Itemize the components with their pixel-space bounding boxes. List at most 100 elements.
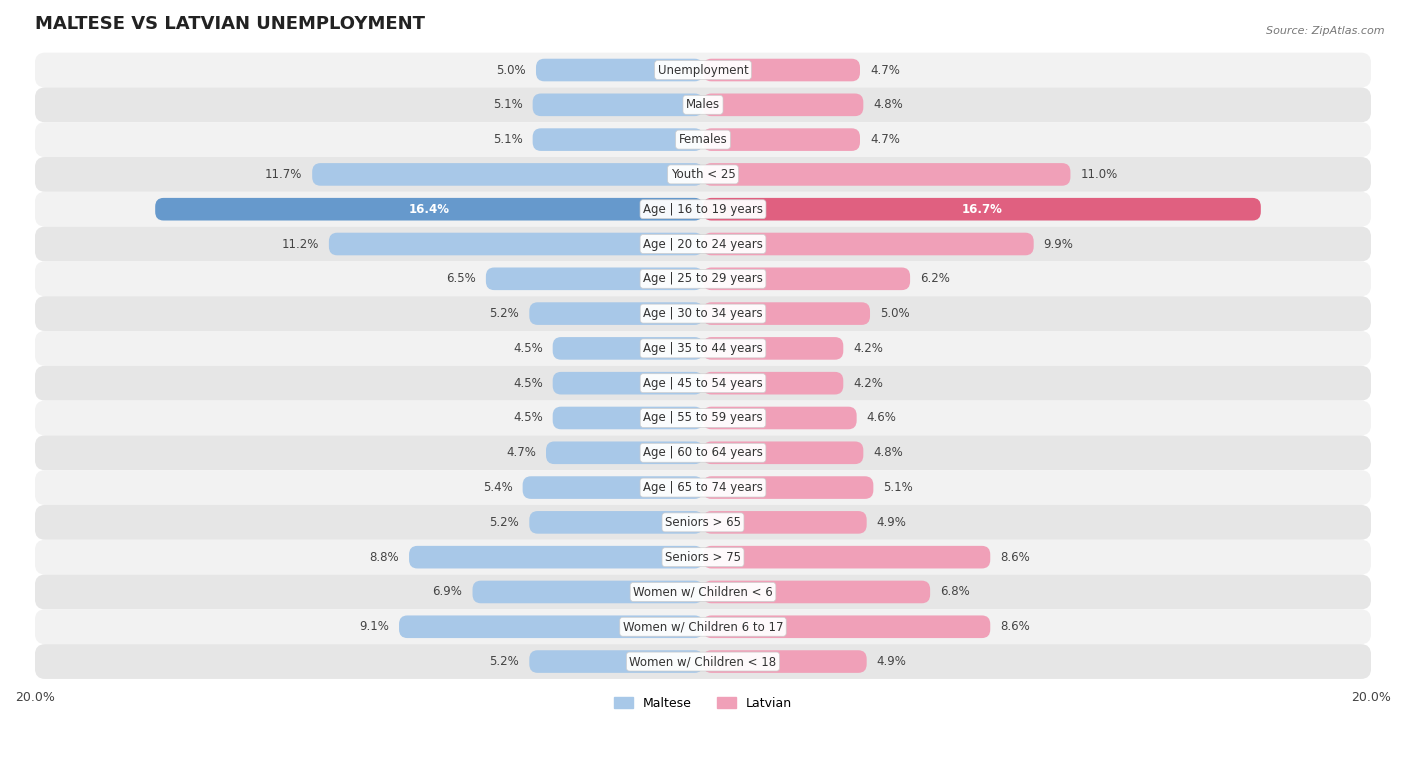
FancyBboxPatch shape [35,331,1371,366]
Text: 4.6%: 4.6% [866,412,897,425]
FancyBboxPatch shape [703,163,1070,185]
Text: Age | 45 to 54 years: Age | 45 to 54 years [643,377,763,390]
FancyBboxPatch shape [533,94,703,116]
Text: 9.1%: 9.1% [359,620,389,634]
Text: 4.5%: 4.5% [513,412,543,425]
Text: Women w/ Children < 6: Women w/ Children < 6 [633,585,773,599]
Text: Youth < 25: Youth < 25 [671,168,735,181]
FancyBboxPatch shape [35,575,1371,609]
Text: 5.4%: 5.4% [482,481,513,494]
FancyBboxPatch shape [546,441,703,464]
FancyBboxPatch shape [703,267,910,290]
Text: 16.4%: 16.4% [409,203,450,216]
Text: 8.6%: 8.6% [1000,620,1031,634]
FancyBboxPatch shape [35,157,1371,192]
Text: 4.2%: 4.2% [853,377,883,390]
FancyBboxPatch shape [529,302,703,325]
FancyBboxPatch shape [35,400,1371,435]
Text: Age | 60 to 64 years: Age | 60 to 64 years [643,447,763,459]
Text: Age | 35 to 44 years: Age | 35 to 44 years [643,342,763,355]
Text: Age | 25 to 29 years: Age | 25 to 29 years [643,273,763,285]
Text: 11.2%: 11.2% [281,238,319,251]
Text: 5.1%: 5.1% [883,481,912,494]
FancyBboxPatch shape [486,267,703,290]
FancyBboxPatch shape [553,372,703,394]
FancyBboxPatch shape [703,476,873,499]
FancyBboxPatch shape [703,94,863,116]
FancyBboxPatch shape [35,53,1371,87]
Text: 4.2%: 4.2% [853,342,883,355]
Text: 8.8%: 8.8% [370,550,399,564]
FancyBboxPatch shape [703,407,856,429]
FancyBboxPatch shape [533,128,703,151]
FancyBboxPatch shape [703,302,870,325]
FancyBboxPatch shape [703,372,844,394]
FancyBboxPatch shape [703,511,866,534]
FancyBboxPatch shape [472,581,703,603]
FancyBboxPatch shape [35,122,1371,157]
FancyBboxPatch shape [703,581,931,603]
FancyBboxPatch shape [703,650,866,673]
Text: 5.0%: 5.0% [496,64,526,76]
Text: 6.5%: 6.5% [446,273,475,285]
FancyBboxPatch shape [703,59,860,81]
Text: Males: Males [686,98,720,111]
Text: Source: ZipAtlas.com: Source: ZipAtlas.com [1267,26,1385,36]
Text: 6.8%: 6.8% [941,585,970,599]
Text: 6.2%: 6.2% [920,273,950,285]
Text: Seniors > 75: Seniors > 75 [665,550,741,564]
FancyBboxPatch shape [529,650,703,673]
FancyBboxPatch shape [35,192,1371,226]
Legend: Maltese, Latvian: Maltese, Latvian [609,692,797,715]
Text: Seniors > 65: Seniors > 65 [665,516,741,529]
FancyBboxPatch shape [703,337,844,360]
Text: 8.6%: 8.6% [1000,550,1031,564]
Text: Females: Females [679,133,727,146]
Text: Age | 20 to 24 years: Age | 20 to 24 years [643,238,763,251]
FancyBboxPatch shape [553,337,703,360]
Text: 4.8%: 4.8% [873,98,903,111]
FancyBboxPatch shape [35,644,1371,679]
Text: 5.0%: 5.0% [880,307,910,320]
FancyBboxPatch shape [703,198,1261,220]
Text: 4.9%: 4.9% [877,655,907,668]
Text: 6.9%: 6.9% [433,585,463,599]
FancyBboxPatch shape [35,505,1371,540]
FancyBboxPatch shape [703,615,990,638]
FancyBboxPatch shape [155,198,703,220]
Text: 4.7%: 4.7% [870,64,900,76]
FancyBboxPatch shape [409,546,703,569]
FancyBboxPatch shape [35,609,1371,644]
Text: 4.5%: 4.5% [513,377,543,390]
Text: Women w/ Children 6 to 17: Women w/ Children 6 to 17 [623,620,783,634]
Text: 16.7%: 16.7% [962,203,1002,216]
Text: Age | 30 to 34 years: Age | 30 to 34 years [643,307,763,320]
FancyBboxPatch shape [703,546,990,569]
Text: 4.9%: 4.9% [877,516,907,529]
Text: 9.9%: 9.9% [1043,238,1074,251]
FancyBboxPatch shape [703,441,863,464]
Text: Unemployment: Unemployment [658,64,748,76]
FancyBboxPatch shape [703,232,1033,255]
Text: 11.7%: 11.7% [264,168,302,181]
Text: MALTESE VS LATVIAN UNEMPLOYMENT: MALTESE VS LATVIAN UNEMPLOYMENT [35,15,425,33]
FancyBboxPatch shape [536,59,703,81]
FancyBboxPatch shape [35,226,1371,261]
Text: Age | 16 to 19 years: Age | 16 to 19 years [643,203,763,216]
FancyBboxPatch shape [35,87,1371,122]
FancyBboxPatch shape [35,435,1371,470]
FancyBboxPatch shape [35,540,1371,575]
Text: 5.2%: 5.2% [489,516,519,529]
Text: 4.8%: 4.8% [873,447,903,459]
Text: 11.0%: 11.0% [1080,168,1118,181]
FancyBboxPatch shape [312,163,703,185]
Text: 4.7%: 4.7% [870,133,900,146]
Text: 4.5%: 4.5% [513,342,543,355]
FancyBboxPatch shape [35,366,1371,400]
FancyBboxPatch shape [703,128,860,151]
Text: 5.1%: 5.1% [494,98,523,111]
Text: 5.2%: 5.2% [489,307,519,320]
FancyBboxPatch shape [35,261,1371,296]
Text: 5.2%: 5.2% [489,655,519,668]
FancyBboxPatch shape [523,476,703,499]
